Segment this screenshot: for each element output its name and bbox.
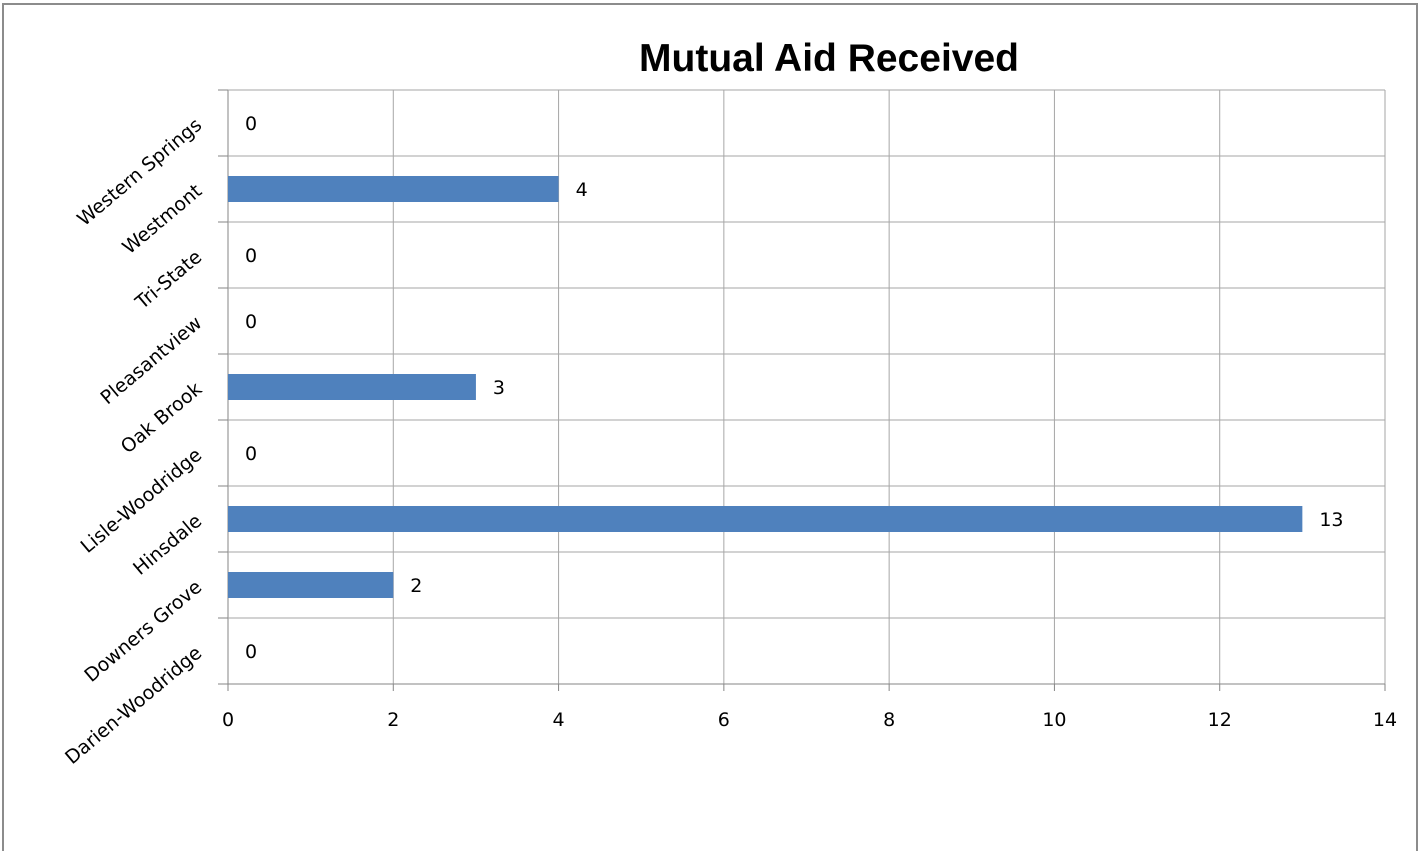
x-tick-label: 6 (718, 709, 730, 731)
x-tick-label: 8 (883, 709, 895, 731)
chart-frame (2, 3, 1418, 851)
data-label: 0 (245, 641, 257, 663)
x-tick-label: 4 (553, 709, 565, 731)
data-label: 0 (245, 443, 257, 465)
bar (228, 374, 476, 400)
data-label: 0 (245, 311, 257, 333)
data-label: 0 (245, 113, 257, 135)
x-tick-label: 14 (1373, 709, 1397, 731)
data-label: 4 (576, 179, 588, 201)
x-tick-label: 10 (1042, 709, 1066, 731)
gridlines (218, 89, 1386, 691)
category-label: Hinsdale (129, 510, 206, 580)
bar (228, 176, 559, 202)
x-tick-label: 0 (222, 709, 234, 731)
data-labels: 0 2 13 0 3 0 0 4 0 (245, 113, 1344, 663)
x-axis-tick-labels: 0 2 4 6 8 10 12 14 (222, 709, 1397, 731)
bar (228, 506, 1303, 532)
bars (228, 176, 1303, 598)
chart-title: Mutual Aid Received (639, 37, 1019, 80)
x-tick-label: 12 (1208, 709, 1232, 731)
category-label: Darien-Woodridge (61, 642, 206, 769)
data-label: 0 (245, 245, 257, 267)
data-label: 13 (1319, 509, 1343, 531)
data-label: 2 (410, 575, 422, 597)
data-label: 3 (493, 377, 505, 399)
bar (228, 572, 394, 598)
category-label: Tri-State (131, 246, 206, 314)
x-tick-label: 2 (387, 709, 399, 731)
